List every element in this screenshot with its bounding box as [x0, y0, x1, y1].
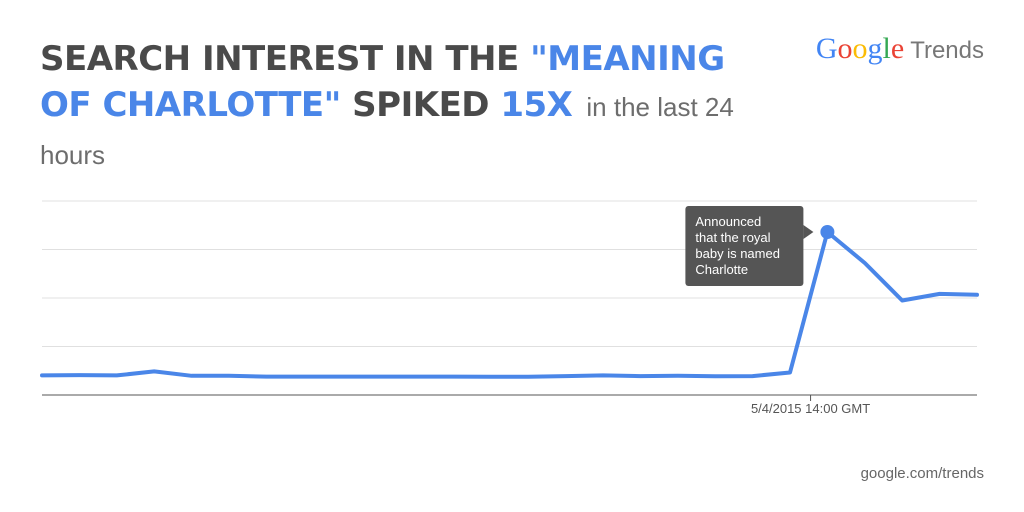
headline: SEARCH INTEREST IN THE "MEANING OF CHARL…	[40, 36, 760, 178]
annotation-text-line: that the royal	[695, 230, 770, 245]
annotation-text-line: Announced	[695, 214, 761, 229]
series-line	[40, 230, 979, 379]
annotation-tooltip	[685, 206, 804, 286]
google-letter: G	[815, 32, 838, 65]
headline-multiplier: 15X	[500, 85, 573, 125]
footer-link[interactable]: google.com/trends	[860, 465, 984, 482]
google-letter: o	[852, 32, 868, 65]
x-tick-label: 5/4/2015 14:00 GMT	[751, 401, 870, 416]
headline-part-3: SPIKED	[340, 85, 501, 125]
headline-part-1: SEARCH INTEREST IN THE	[40, 39, 531, 79]
tooltip-pointer	[803, 225, 814, 239]
google-letter: l	[882, 32, 891, 65]
trends-wordmark: Trends	[910, 37, 984, 64]
annotation-text-line: baby is named	[695, 246, 780, 261]
google-letter: e	[890, 32, 905, 65]
google-letter: g	[867, 32, 883, 65]
google-letter: o	[837, 32, 853, 65]
google-wordmark: Google	[816, 32, 904, 66]
annotation-point	[820, 225, 835, 239]
google-trends-logo: Google Trends	[816, 32, 984, 66]
annotation-text-line: Charlotte	[695, 262, 748, 277]
headline-subtitle: in the last 24 hours	[40, 92, 734, 170]
headline-highlight-term: "MEANING OF CHARLOTTE"	[40, 39, 725, 125]
